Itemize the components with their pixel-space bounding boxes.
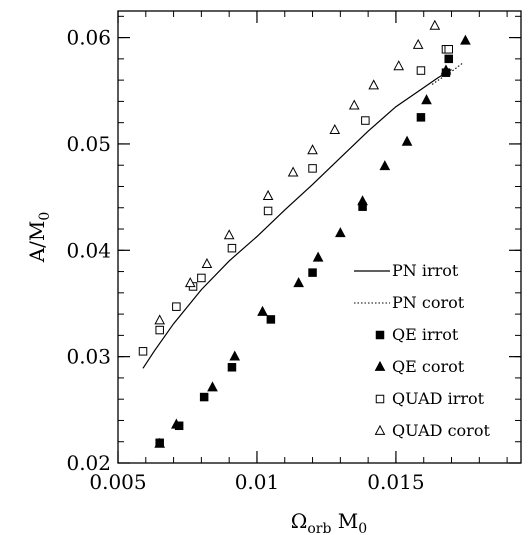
series-quad-irrot-point xyxy=(308,164,317,173)
series-quad-corot-point xyxy=(412,38,424,49)
legend-label: QE irrot xyxy=(392,325,459,344)
y-tick-label: 0.02 xyxy=(66,451,111,475)
legend: PN irrot PN corot QE irrot QE corot QUAD irr… xyxy=(354,261,490,440)
y-axis-title: A/M0 xyxy=(25,212,53,264)
series-qe-corot xyxy=(154,34,471,448)
series-quad-corot-point xyxy=(223,229,235,240)
series-quad-corot-point xyxy=(329,123,341,135)
series-qe-corot-point xyxy=(460,34,471,45)
series-quad-corot-point xyxy=(368,79,380,90)
legend-swatch-marker xyxy=(375,330,385,340)
y-axis-title-main: A/M xyxy=(25,221,49,264)
series-quad-irrot-point xyxy=(361,116,370,125)
series-qe-corot-point xyxy=(257,305,268,316)
legend-label: PN irrot xyxy=(392,261,459,280)
series-qe-irrot-point xyxy=(199,392,209,402)
legend-entry: QE corot xyxy=(374,357,465,376)
legend-swatch-marker xyxy=(375,394,385,404)
legend-label: PN corot xyxy=(392,293,465,312)
y-tick-label: 0.06 xyxy=(66,26,111,50)
legend-entry: QUAD irrot xyxy=(375,389,485,408)
x-axis-title-main: Ω xyxy=(291,509,308,533)
legend-label: QUAD irrot xyxy=(392,389,485,408)
x-axis-title-sub2: 0 xyxy=(358,521,367,535)
legend-swatch-marker xyxy=(374,424,386,435)
legend-label: QUAD corot xyxy=(392,421,490,440)
series-pn-irrot xyxy=(142,68,452,369)
x-axis-title-sub: orb xyxy=(307,521,331,535)
legend-entry: QUAD corot xyxy=(374,421,490,440)
x-axis-title-rest: M xyxy=(331,509,358,533)
series-qe-corot-point xyxy=(154,437,166,448)
series-qe-corot-point xyxy=(357,195,368,206)
series-layer xyxy=(138,19,471,448)
y-tick-label: 0.04 xyxy=(66,238,111,262)
series-qe-corot-point xyxy=(207,381,218,392)
series-quad-corot-point xyxy=(287,166,299,177)
series-qe-irrot-point xyxy=(444,54,453,64)
series-quad-irrot-point xyxy=(263,206,273,216)
plot-frame xyxy=(117,10,522,464)
series-qe-irrot xyxy=(155,54,453,448)
legend-label: QE corot xyxy=(392,357,465,376)
series-pn-corot xyxy=(431,62,463,85)
series-qe-corot-point xyxy=(293,277,304,288)
y-tick-label: 0.05 xyxy=(66,132,111,156)
series-quad-corot-point xyxy=(429,19,441,30)
series-qe-corot-point xyxy=(421,94,432,105)
series-quad-corot-point xyxy=(393,60,405,71)
series-quad-irrot-point xyxy=(138,347,148,356)
series-qe-corot-point xyxy=(229,350,241,361)
legend-swatch-marker xyxy=(374,360,386,371)
series-qe-irrot-point xyxy=(227,363,237,372)
series-pn-corot-line xyxy=(431,62,463,85)
series-pn-irrot-line xyxy=(142,68,452,369)
y-tick-label: 0.03 xyxy=(66,345,111,369)
x-axis-title: Ωorb M0 xyxy=(291,509,367,535)
series-quad-irrot-point xyxy=(155,325,164,335)
y-axis-title-sub: 0 xyxy=(37,212,53,221)
series-quad-irrot-point xyxy=(444,45,453,54)
series-quad-irrot-point xyxy=(197,273,206,283)
legend-entry: QE irrot xyxy=(375,325,459,344)
tick-labels: 0.005 0.01 0.015 0.02 0.03 0.04 0.05 0.06 xyxy=(66,26,424,494)
series-quad-irrot-point xyxy=(416,66,426,75)
legend-entry: PN corot xyxy=(354,293,465,312)
series-quad-corot-point xyxy=(262,189,274,200)
series-quad-corot-point xyxy=(307,144,318,155)
series-qe-corot-point xyxy=(312,251,324,262)
series-qe-irrot-point xyxy=(266,315,276,324)
x-tick-label: 0.015 xyxy=(367,470,424,494)
series-qe-corot-point xyxy=(401,135,413,146)
ticks xyxy=(117,11,521,464)
x-tick-label: 0.01 xyxy=(235,470,280,494)
series-quad-corot-point xyxy=(348,99,360,110)
series-quad-irrot-point xyxy=(172,302,181,311)
x-tick-label: 0.005 xyxy=(89,470,146,494)
series-qe-corot-point xyxy=(440,64,452,75)
series-qe-corot-point xyxy=(379,160,391,171)
series-quad-corot-point xyxy=(184,277,196,288)
series-qe-irrot-point xyxy=(416,113,426,122)
series-qe-corot-point xyxy=(171,418,182,429)
series-quad-corot-point xyxy=(201,257,213,269)
legend-entry: PN irrot xyxy=(354,261,459,280)
series-quad-irrot-point xyxy=(227,243,237,253)
series-qe-irrot-point xyxy=(308,268,317,277)
series-quad-corot xyxy=(154,19,441,325)
series-qe-corot-point xyxy=(335,227,346,238)
series-quad-corot-point xyxy=(154,314,166,325)
